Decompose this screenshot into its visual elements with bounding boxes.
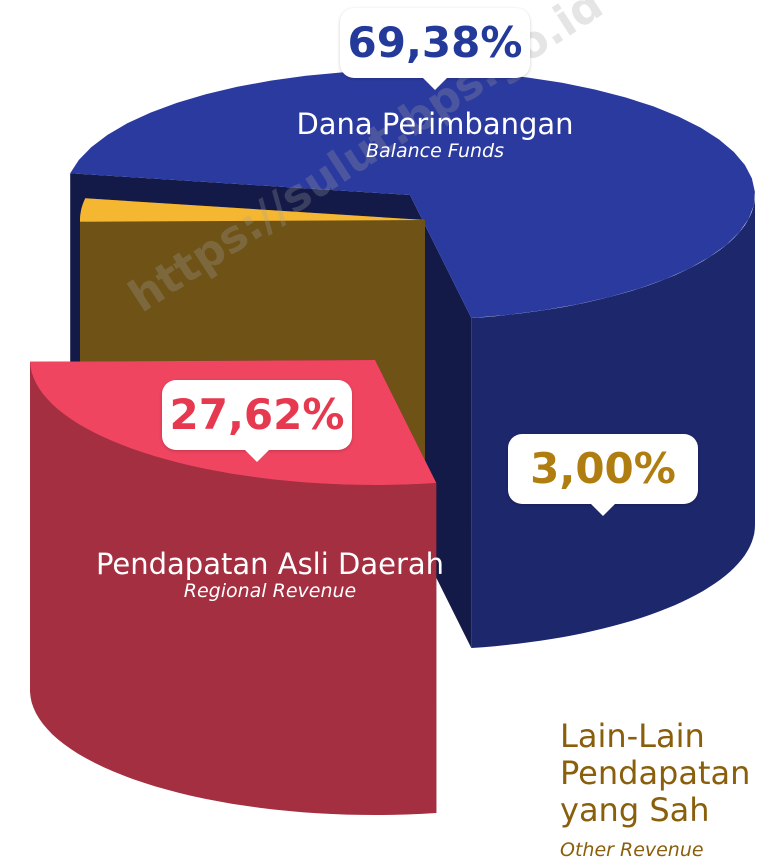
slice-top: [70, 70, 755, 318]
value-label: 3,00%: [508, 434, 698, 516]
slice-top: [80, 198, 425, 222]
category-label: Dana Perimbangan Balance Funds: [240, 107, 630, 163]
category-english: Balance Funds: [365, 140, 505, 163]
slice-wall: [30, 361, 437, 815]
category-name: Dana Perimbangan: [296, 107, 574, 141]
value-label: 69,38%: [340, 8, 530, 90]
category-name: Lain-Lain Pendapatan yang Sah: [560, 717, 751, 829]
category-english: Regional Revenue: [183, 580, 357, 603]
category-label: Lain-Lain Pendapatan yang Sah Other Reven…: [560, 718, 755, 862]
slice-wall: [471, 195, 755, 648]
category-english: Other Revenue: [560, 839, 704, 862]
value-label: 27,62%: [162, 380, 352, 462]
category-label: Pendapatan Asli Daerah Regional Revenue: [60, 547, 480, 603]
category-name: Pendapatan Asli Daerah: [95, 547, 445, 581]
